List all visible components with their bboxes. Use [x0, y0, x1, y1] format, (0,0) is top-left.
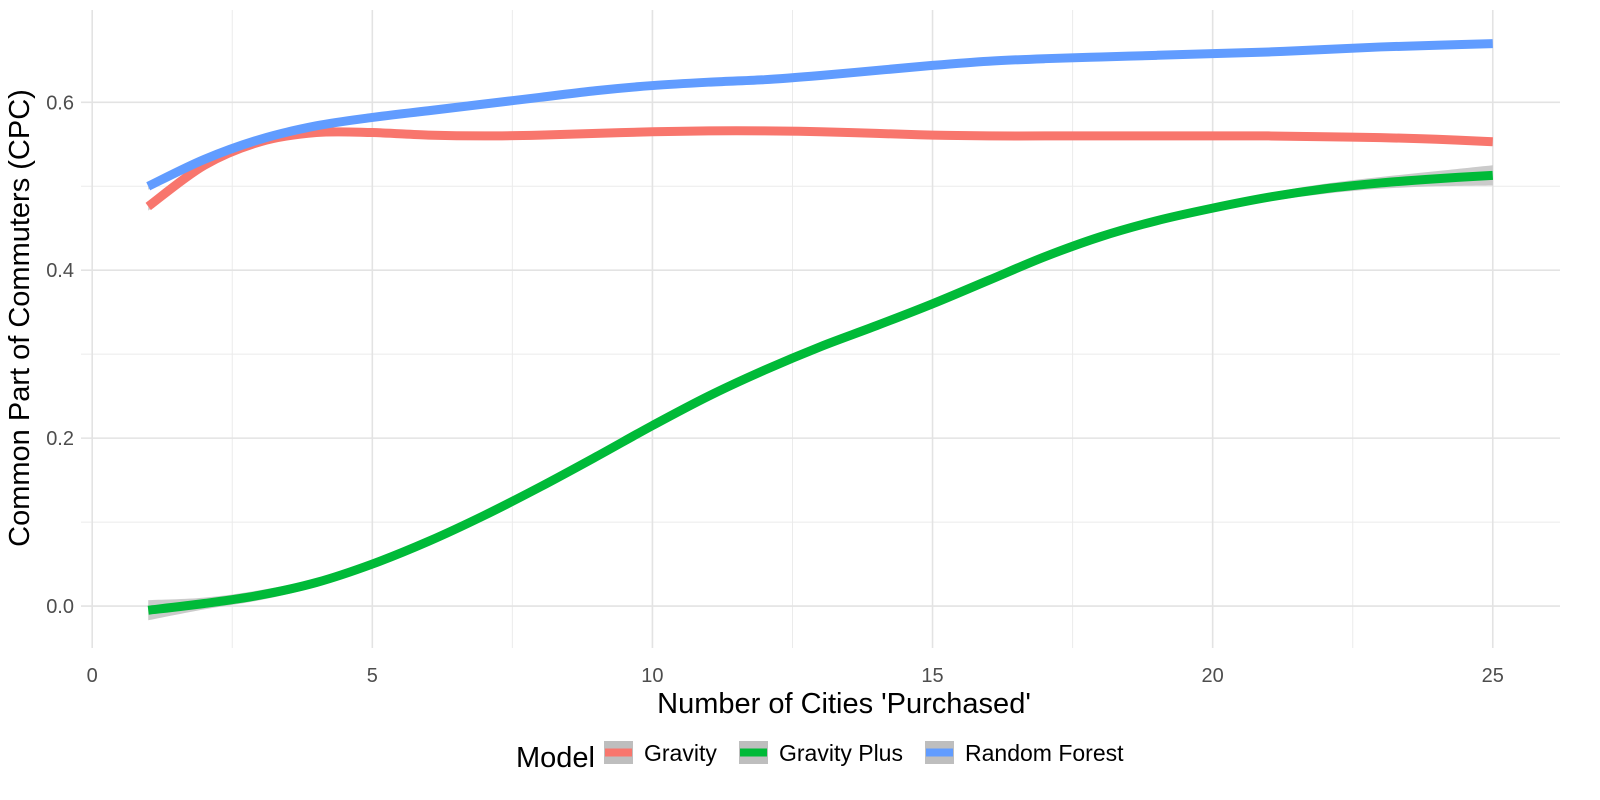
- x-tick-label: 0: [87, 665, 98, 687]
- y-tick-label: 0.0: [46, 596, 74, 618]
- random-forest-line: [146, 39, 1493, 191]
- random-forest-confidence-band: [148, 40, 1493, 190]
- legend-label: Gravity: [644, 740, 717, 766]
- gravity-line: [145, 126, 1493, 211]
- legend: Model Gravity Gravity Plus Random Forest: [516, 740, 1124, 774]
- y-axis-title: Common Part of Commuters (CPC): [4, 89, 36, 547]
- gravity-plus-confidence-band: [148, 165, 1493, 621]
- legend-item-gravity: Gravity: [604, 740, 717, 766]
- legend-item-random-forest: Random Forest: [925, 740, 1124, 766]
- grid-lines: [81, 10, 1560, 648]
- x-tick-label: 15: [921, 665, 943, 687]
- tick-labels: 0 5 10 15 20 25 0.0 0.2 0.4 0.6: [46, 92, 1504, 687]
- x-axis-title: Number of Cities 'Purchased': [657, 688, 1031, 720]
- gravity-plus-line: [147, 170, 1494, 615]
- legend-label: Gravity Plus: [779, 740, 903, 766]
- x-tick-label: 10: [641, 665, 663, 687]
- x-tick-label: 5: [367, 665, 378, 687]
- series-lines: [145, 39, 1494, 615]
- y-tick-label: 0.2: [46, 428, 74, 450]
- legend-label: Random Forest: [965, 740, 1124, 766]
- y-tick-label: 0.6: [46, 92, 74, 114]
- legend-item-gravity-plus: Gravity Plus: [739, 740, 903, 766]
- y-tick-label: 0.4: [46, 260, 74, 282]
- x-tick-label: 20: [1202, 665, 1224, 687]
- x-tick-label: 25: [1482, 665, 1504, 687]
- legend-title: Model: [516, 742, 595, 774]
